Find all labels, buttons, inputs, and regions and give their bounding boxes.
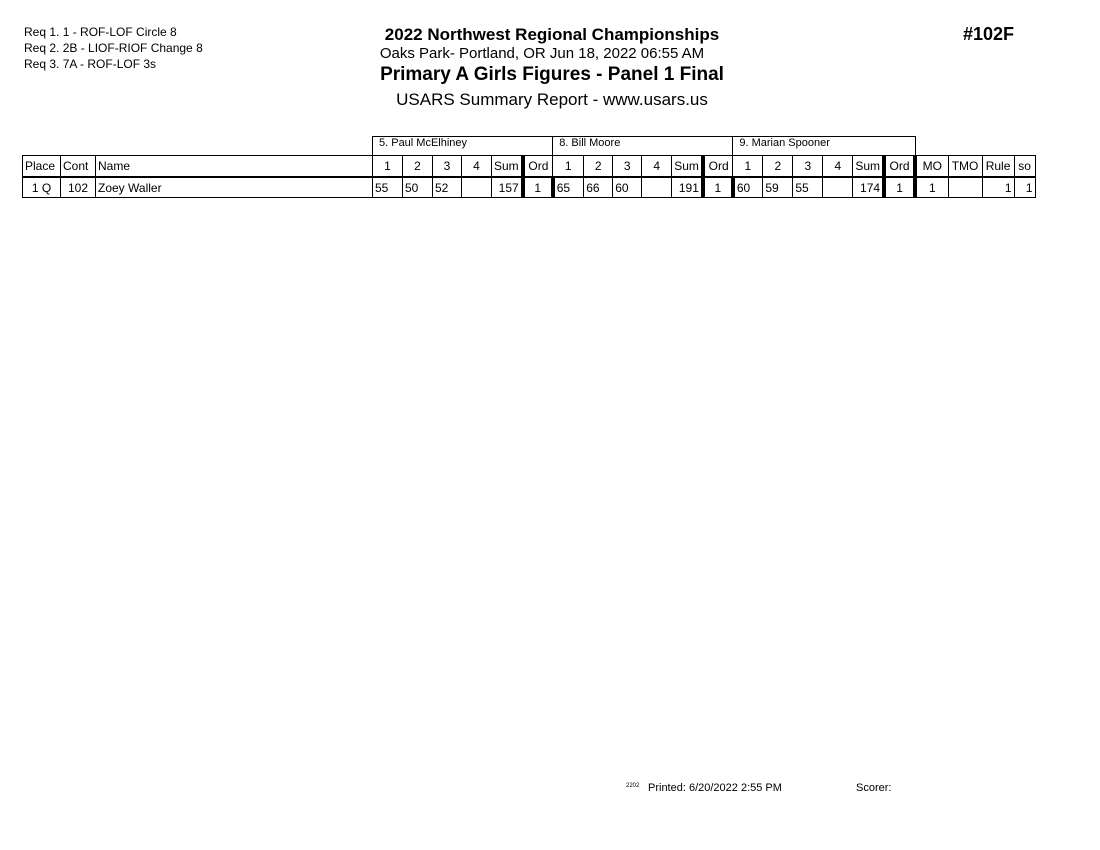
score-cell: 66	[583, 176, 614, 198]
col-score-1: 1	[552, 155, 585, 178]
requirement-2: Req 2. 2B - LIOF-RIOF Change 8	[24, 41, 203, 55]
so-cell: 1	[1013, 176, 1036, 198]
judge-name: 9. Marian Spooner	[732, 136, 916, 156]
results-table: 5. Paul McElhiney 8. Bill Moore 9. Maria…	[22, 136, 1036, 198]
col-score-2: 2	[402, 155, 433, 178]
score-cell: 50	[402, 176, 433, 198]
score-cell	[461, 176, 492, 198]
col-score-1: 1	[372, 155, 403, 178]
score-cell: 59	[762, 176, 794, 198]
score-cell: 55	[372, 176, 403, 198]
col-tmo: TMO	[947, 155, 983, 178]
col-score-1: 1	[732, 155, 764, 178]
judge-header-row: 5. Paul McElhiney 8. Bill Moore 9. Maria…	[22, 136, 1036, 156]
col-score-4: 4	[641, 155, 673, 178]
col-score-3: 3	[612, 155, 643, 178]
col-score-2: 2	[583, 155, 614, 178]
event-number: #102F	[963, 24, 1015, 44]
col-score-2: 2	[762, 155, 794, 178]
scorer-label: Scorer:	[856, 782, 892, 794]
sum-cell: 157	[490, 176, 524, 198]
tmo-cell	[947, 176, 983, 198]
cont-cell: 102	[60, 176, 96, 198]
col-sum: Sum	[671, 155, 704, 178]
ord-cell: 1	[700, 176, 734, 198]
score-cell: 55	[792, 176, 824, 198]
name-cell: Zoey Waller	[95, 176, 373, 198]
report-subtitle: USARS Summary Report - www.usars.us	[396, 90, 708, 109]
score-cell: 52	[432, 176, 462, 198]
mo-cell: 1	[913, 176, 949, 198]
table-row: 1 Q 102 Zoey Waller 55 50 52 157 1 65 66 60 191 1 60 5…	[22, 176, 1036, 198]
col-place: Place	[22, 155, 61, 178]
score-cell	[641, 176, 673, 198]
col-cont: Cont	[60, 155, 96, 178]
report-title: Primary A Girls Figures - Panel 1 Final	[380, 64, 724, 85]
col-score-3: 3	[432, 155, 462, 178]
judge-name: 5. Paul McElhiney	[371, 136, 554, 156]
col-rule: Rule	[981, 155, 1015, 178]
ord-cell: 1	[520, 176, 554, 198]
score-cell: 60	[612, 176, 643, 198]
col-mo: MO	[913, 155, 949, 178]
col-score-4: 4	[461, 155, 492, 178]
score-cell	[822, 176, 854, 198]
score-cell: 60	[730, 176, 764, 198]
sum-cell: 174	[852, 176, 885, 198]
column-header-row: Place Cont Name 1 2 3 4 Sum Ord 1 2 3 4 Sum Ord 1 2 3 4…	[22, 155, 1036, 178]
sum-cell: 191	[671, 176, 704, 198]
col-so: so	[1013, 155, 1036, 178]
requirement-1: Req 1. 1 - ROF-LOF Circle 8	[24, 25, 177, 39]
score-cell: 65	[550, 176, 585, 198]
judge-name: 8. Bill Moore	[552, 136, 734, 156]
event-location: Oaks Park- Portland, OR Jun 18, 2022 06:…	[379, 45, 705, 62]
printed-date: Printed: 6/20/2022 2:55 PM	[648, 782, 782, 794]
ord-cell: 1	[882, 176, 916, 198]
col-sum: Sum	[490, 155, 524, 178]
col-score-3: 3	[792, 155, 824, 178]
rule-cell: 1	[981, 176, 1015, 198]
footer-code: 2202	[626, 783, 640, 789]
col-sum: Sum	[852, 155, 885, 178]
col-ord: Ord	[520, 155, 554, 178]
event-title: 2022 Northwest Regional Championships	[384, 25, 720, 44]
col-name: Name	[95, 155, 373, 178]
place-cell: 1 Q	[22, 176, 61, 198]
requirement-3: Req 3. 7A - ROF-LOF 3s	[24, 57, 157, 71]
col-ord: Ord	[882, 155, 916, 178]
col-score-4: 4	[822, 155, 854, 178]
col-ord: Ord	[700, 155, 734, 178]
